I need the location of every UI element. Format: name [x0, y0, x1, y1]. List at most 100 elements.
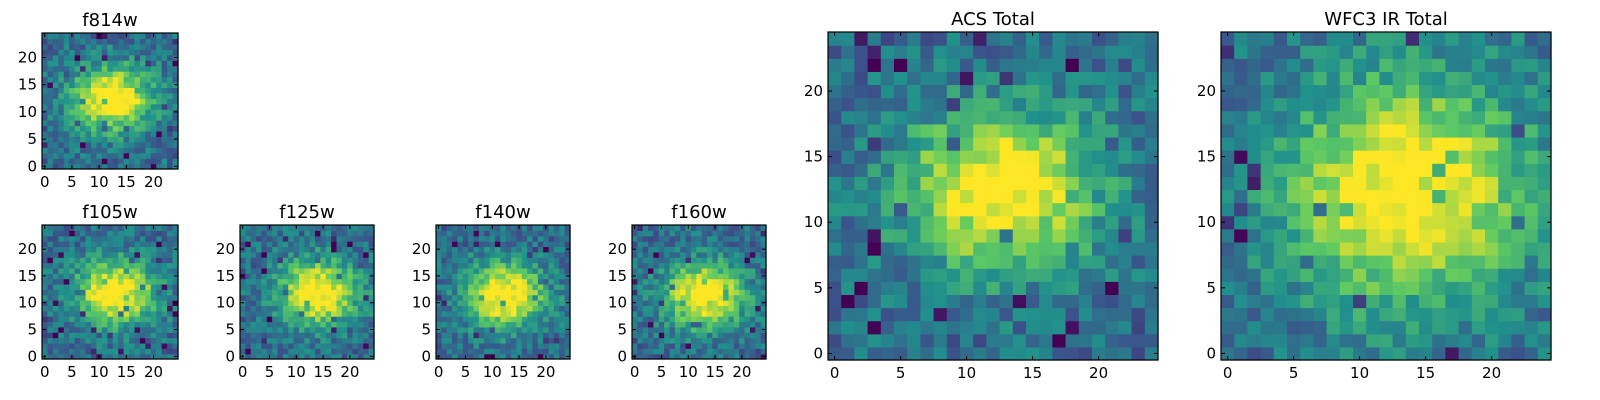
heatmap-cell: [739, 300, 746, 306]
heatmap-cell: [648, 310, 655, 317]
heatmap-cell: [134, 353, 141, 360]
heatmap-cell: [712, 342, 719, 349]
heatmap-cell: [760, 310, 767, 317]
heatmap-cell: [712, 305, 719, 312]
heatmap-cell: [1498, 281, 1512, 295]
heatmap-cell: [505, 273, 512, 280]
heatmap-cell: [1485, 255, 1499, 269]
heatmap-cell: [516, 289, 523, 296]
heatmap-cell: [47, 283, 54, 290]
heatmap-cell: [134, 136, 141, 143]
heatmap-cell: [309, 326, 316, 333]
heatmap-cell: [261, 262, 268, 269]
heatmap-cell: [304, 289, 311, 296]
heatmap-cell: [1419, 320, 1433, 335]
heatmap-cell: [304, 310, 311, 317]
heatmap-cell: [282, 241, 289, 248]
heatmap-cell: [352, 246, 359, 253]
heatmap-cell: [282, 348, 289, 355]
heatmap-cell: [717, 225, 724, 231]
heatmap-cell: [755, 267, 762, 274]
heatmap-cell: [1524, 255, 1539, 269]
heatmap-cell: [1221, 84, 1235, 99]
heatmap-cell: [90, 353, 97, 360]
heatmap-cell: [156, 163, 163, 170]
heatmap-cell: [1432, 346, 1446, 361]
heatmap-cell: [1432, 241, 1446, 256]
heatmap-cell: [446, 316, 453, 323]
y-tick-label: 15: [804, 148, 823, 166]
heatmap-cell: [907, 97, 921, 112]
heatmap-cell: [1026, 84, 1040, 99]
heatmap-cell: [172, 71, 179, 78]
heatmap-cell: [1260, 202, 1275, 217]
heatmap-cell: [112, 310, 119, 317]
heatmap-cell: [946, 163, 961, 177]
heatmap-cell: [47, 230, 54, 237]
heatmap-cell: [1092, 176, 1106, 191]
heatmap-cell: [960, 163, 974, 177]
heatmap-cell: [728, 241, 735, 248]
heatmap-cell: [1419, 228, 1433, 243]
heatmap-cell: [341, 262, 348, 269]
heatmap-cell: [1118, 320, 1133, 335]
heatmap-cell: [368, 278, 375, 285]
heatmap-cell: [690, 278, 697, 285]
heatmap-cell: [336, 251, 343, 258]
heatmap-cell: [1326, 228, 1341, 243]
heatmap-cell: [664, 342, 671, 349]
heatmap-cell: [744, 230, 751, 237]
heatmap-cell: [42, 76, 49, 83]
heatmap-cell: [1273, 136, 1288, 151]
heatmap-cell: [352, 342, 359, 349]
heatmap-cell: [1366, 163, 1380, 177]
heatmap-cell: [701, 353, 708, 360]
heatmap-cell: [167, 152, 174, 159]
heatmap-cell: [42, 141, 49, 148]
heatmap-cell: [1471, 58, 1486, 72]
heatmap-cell: [107, 87, 114, 94]
heatmap-cell: [288, 321, 295, 328]
heatmap-cell: [336, 332, 343, 339]
heatmap-cell: [728, 321, 735, 328]
heatmap-cell: [1445, 45, 1460, 59]
heatmap-cell: [728, 337, 735, 344]
heatmap-cell: [484, 310, 491, 317]
heatmap-cell: [1026, 97, 1040, 112]
heatmap-cell: [101, 49, 108, 56]
heatmap-cell: [894, 202, 908, 217]
heatmap-cell: [946, 215, 961, 230]
heatmap-cell: [96, 273, 103, 280]
heatmap-cell: [139, 130, 146, 137]
heatmap-cell: [653, 251, 660, 258]
heatmap-cell: [1471, 45, 1486, 59]
heatmap-cell: [494, 251, 501, 258]
heatmap-cell: [907, 58, 921, 72]
heatmap-cell: [841, 202, 855, 217]
heatmap-cell: [1339, 228, 1354, 243]
heatmap-cell: [1078, 136, 1093, 151]
heatmap-cell: [728, 278, 735, 285]
heatmap-cell: [101, 225, 108, 231]
heatmap-cell: [717, 289, 724, 296]
heatmap-cell: [1065, 333, 1080, 348]
heatmap-cell: [58, 262, 65, 269]
heatmap-cell: [167, 342, 174, 349]
heatmap-cell: [441, 310, 448, 317]
heatmap-cell: [749, 225, 756, 231]
heatmap-cell: [118, 241, 125, 248]
heatmap-cell: [907, 163, 921, 177]
heatmap-cell: [363, 294, 370, 301]
heatmap-cell: [516, 235, 523, 242]
heatmap-cell: [1273, 58, 1288, 72]
heatmap-cell: [145, 241, 152, 248]
heatmap-cell: [139, 87, 146, 94]
heatmap-cell: [161, 305, 168, 312]
heatmap-cell: [462, 262, 469, 269]
heatmap-cell: [134, 49, 141, 56]
heatmap-cell: [723, 241, 730, 248]
heatmap-cell: [368, 241, 375, 248]
heatmap-cell: [85, 163, 92, 170]
heatmap-cell: [156, 109, 163, 116]
heatmap-cell: [1144, 241, 1159, 256]
